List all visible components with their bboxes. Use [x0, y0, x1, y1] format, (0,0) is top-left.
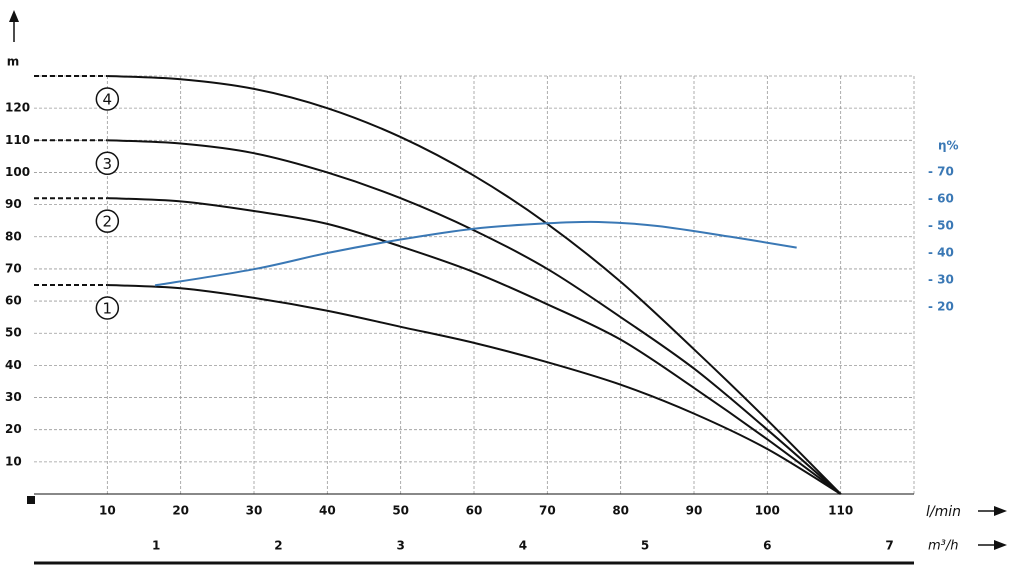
y-tick-label: 60	[5, 294, 22, 308]
y2-tick-label: - 60	[928, 192, 954, 206]
y-tick-label: 30	[5, 390, 22, 404]
x-tick-label: 30	[246, 504, 263, 518]
curve-label-circle	[95, 209, 120, 233]
x2-axis-label: m³/h	[928, 539, 959, 554]
curve-label: 3	[103, 155, 113, 173]
x-tick-label: 80	[612, 504, 629, 518]
curve	[107, 75, 842, 495]
x-tick-label: 20	[172, 504, 189, 518]
y2-tick-label: - 20	[928, 300, 954, 314]
y2-tick-label: - 30	[928, 273, 954, 287]
x2-tick-label: 1	[152, 539, 160, 553]
x2-tick-label: 7	[885, 539, 893, 553]
y2-tick-label: - 50	[928, 219, 954, 233]
y-tick-label: 110	[5, 133, 30, 147]
x2-arrow-head	[994, 540, 1007, 550]
y-tick-label: 10	[5, 454, 22, 468]
y-tick-label: 50	[5, 326, 22, 340]
x-tick-label: 70	[539, 504, 556, 518]
x-tick-label: 50	[392, 504, 409, 518]
y2-tick-label: - 70	[928, 165, 954, 179]
curve-label-circle	[95, 151, 120, 176]
curve	[107, 284, 842, 495]
curve-label: 4	[103, 91, 113, 109]
y-arrow-head	[9, 10, 19, 22]
curve-label: 1	[103, 300, 113, 318]
curve	[107, 139, 842, 495]
x2-tick-label: 3	[396, 539, 404, 553]
x2-tick-label: 6	[763, 539, 771, 553]
y2-tick-label: - 40	[928, 246, 954, 260]
x-arrow-head	[994, 506, 1007, 516]
x-axis-label: l/min	[926, 504, 961, 520]
y-tick-label: 70	[5, 261, 22, 275]
x2-tick-label: 4	[519, 539, 527, 553]
origin-square	[27, 496, 35, 504]
y2-axis-label: η%	[938, 139, 959, 153]
x-tick-label: 40	[319, 504, 336, 518]
x-tick-label: 90	[686, 504, 703, 518]
y-tick-label: 80	[5, 229, 22, 243]
y-tick-label: 40	[5, 358, 22, 372]
x-tick-label: 110	[828, 504, 853, 518]
curve-label-circle	[95, 87, 120, 111]
y-tick-label: 20	[5, 422, 22, 436]
y-tick-label: 100	[5, 165, 30, 179]
efficiency-curve	[154, 220, 797, 287]
y-tick-label: 90	[5, 197, 22, 211]
curve	[107, 197, 842, 495]
curve-label-circle	[95, 296, 120, 320]
y-tick-label: 120	[5, 101, 30, 115]
x2-tick-label: 5	[641, 539, 649, 553]
x-tick-label: 60	[466, 504, 483, 518]
y-axis-label: m	[7, 55, 20, 69]
x-tick-label: 100	[755, 504, 780, 518]
x-tick-label: 10	[99, 504, 116, 518]
curve-label: 2	[103, 213, 113, 231]
x2-tick-label: 2	[274, 539, 282, 553]
